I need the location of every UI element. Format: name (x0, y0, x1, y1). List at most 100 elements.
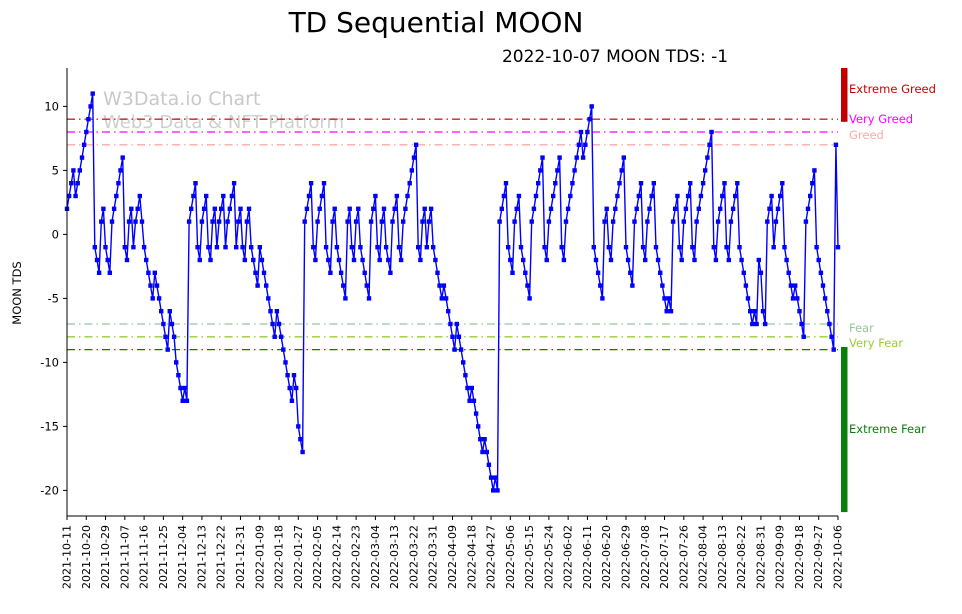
data-point-marker (214, 245, 220, 250)
x-tick-label: 2021-10-29 (99, 525, 112, 589)
data-point-marker (364, 283, 369, 288)
data-point-marker (469, 385, 474, 391)
data-point-marker (111, 206, 117, 211)
data-point-marker (651, 181, 656, 186)
data-point-marker (465, 385, 470, 391)
data-point-marker (323, 245, 329, 250)
data-point-marker (703, 168, 708, 173)
x-tick-label: 2022-02-05 (311, 525, 324, 589)
data-point-marker (767, 206, 772, 211)
data-point-marker (124, 257, 130, 263)
data-point-marker (362, 270, 367, 275)
data-point-marker (694, 219, 699, 224)
data-point-marker (189, 206, 194, 211)
data-point-marker (375, 245, 380, 250)
data-point-marker (349, 245, 354, 250)
data-point-marker (356, 206, 361, 211)
x-tick-label: 2022-08-04 (697, 525, 710, 589)
data-point-marker (730, 206, 736, 211)
data-point-marker (446, 309, 451, 314)
x-tick-label: 2021-12-04 (176, 525, 189, 589)
data-point-marker (748, 309, 753, 314)
data-point-marker (114, 193, 119, 199)
data-point-marker (688, 181, 693, 186)
data-point-marker (598, 283, 603, 288)
data-point-marker (176, 373, 181, 378)
data-point-marker (608, 257, 614, 263)
x-tick-label: 2021-12-22 (215, 525, 228, 589)
data-point-marker (600, 296, 605, 301)
data-point-marker (272, 334, 277, 339)
data-point-marker (602, 219, 607, 224)
data-point-marker (249, 245, 254, 250)
data-point-marker (557, 155, 562, 160)
data-point-marker (244, 219, 250, 224)
data-point-marker (302, 219, 307, 224)
data-point-marker (178, 385, 183, 391)
data-point-marker (321, 181, 327, 186)
data-point-marker (775, 206, 781, 211)
data-point-marker (99, 219, 104, 224)
data-point-marker (199, 219, 205, 224)
data-point-marker (289, 398, 295, 403)
data-point-marker (613, 206, 618, 211)
data-point-marker (563, 219, 569, 224)
data-point-marker (311, 245, 316, 250)
data-point-marker (326, 257, 331, 263)
x-tick-label: 2022-01-27 (292, 525, 305, 589)
data-point-marker (458, 347, 464, 352)
data-point-marker (223, 245, 228, 250)
data-point-marker (578, 129, 584, 135)
data-point-marker (655, 257, 661, 263)
data-point-marker (495, 488, 500, 493)
data-point-marker (270, 321, 275, 327)
data-point-marker (711, 245, 716, 250)
zone-label-extreme-fear: Extreme Fear (849, 422, 926, 437)
data-point-marker (306, 193, 312, 199)
data-point-marker (818, 270, 824, 275)
data-point-marker (765, 219, 770, 224)
data-point-marker (692, 257, 697, 263)
data-point-marker (619, 168, 624, 173)
x-tick-label: 2022-07-08 (639, 525, 652, 589)
x-tick-label: 2022-01-18 (273, 525, 286, 589)
data-point-marker (658, 270, 663, 275)
x-tick-label: 2022-09-09 (774, 525, 787, 589)
data-point-marker (383, 245, 389, 250)
data-point-marker (617, 181, 622, 186)
data-point-marker (471, 398, 477, 403)
data-point-marker (422, 206, 427, 211)
data-point-marker (685, 193, 691, 199)
data-point-marker (604, 206, 609, 211)
data-point-marker (572, 168, 577, 173)
data-point-marker (259, 257, 265, 263)
x-tick-label: 2022-05-06 (504, 525, 517, 589)
data-point-marker (797, 309, 802, 314)
data-point-marker (75, 181, 80, 186)
data-point-marker (319, 193, 325, 199)
data-point-marker (122, 245, 127, 250)
data-point-marker (610, 219, 616, 224)
x-tick-label: 2022-10-06 (832, 525, 845, 589)
data-point-marker (315, 219, 320, 224)
data-point-marker (257, 245, 262, 250)
data-point-marker (71, 168, 76, 173)
data-point-marker (401, 219, 406, 224)
data-point-marker (161, 321, 166, 327)
data-point-marker (662, 296, 667, 301)
x-tick-label: 2022-03-22 (407, 525, 420, 589)
data-point-marker (512, 219, 517, 224)
data-point-marker (261, 270, 267, 275)
data-point-marker (760, 309, 766, 314)
data-point-marker (516, 193, 522, 199)
data-point-marker (833, 142, 839, 147)
data-point-marker (521, 257, 526, 263)
data-point-marker (752, 309, 757, 314)
data-point-marker (707, 142, 712, 147)
data-point-marker (664, 309, 669, 314)
data-point-marker (377, 257, 382, 263)
data-point-marker (679, 257, 684, 263)
x-tick-label: 2022-03-13 (388, 525, 401, 589)
data-point-marker (660, 283, 665, 288)
